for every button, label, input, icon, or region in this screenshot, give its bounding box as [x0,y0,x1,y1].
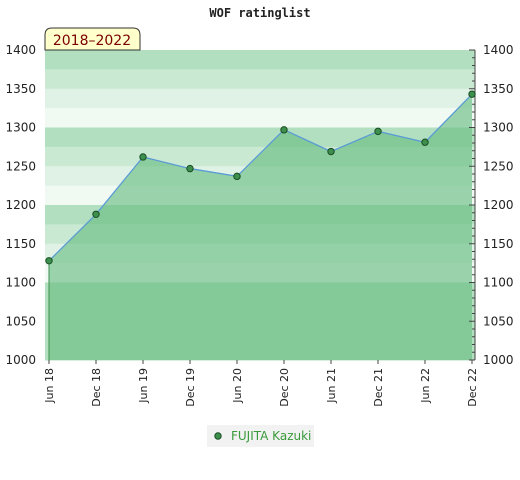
y-tick-label-right: 1050 [483,314,514,328]
x-tick-label: Dec 21 [372,368,385,407]
legend-box [207,425,314,447]
background-band [45,108,475,128]
y-axis-left: 1000 1050 1100 1150 1200 1250 1300 1350 1400 [5,43,36,367]
data-point [327,147,335,156]
data-point [233,172,241,181]
legend-marker [214,432,222,440]
data-point [139,153,147,161]
y-tick-label-left: 1200 [5,198,36,212]
period-badge: 2018–2022 [44,27,141,51]
y-tick-label-right: 1150 [483,237,514,251]
background-band [45,69,475,90]
y-tick-label-right: 1000 [483,353,514,367]
x-tick-label: Dec 20 [278,368,291,407]
x-tick-label: Dec 19 [184,368,197,407]
data-point [421,138,429,146]
data-point [186,164,194,173]
data-area [48,93,473,361]
y-tick-label-right: 1250 [483,159,514,173]
y-tick-label-right: 1200 [483,198,514,212]
x-tick-label: Jun 18 [43,368,56,404]
y-tick-label-left: 1100 [5,276,36,290]
data-point [280,126,288,134]
period-label: 2018–2022 [53,33,131,49]
x-axis: Jun 18 Dec 18 Jun 19 Dec 19 Jun 20 Dec 20 Jun … [43,360,479,407]
y-tick-label-left: 1150 [5,237,36,251]
data-point [374,127,382,136]
x-tick-label: Jun 22 [419,368,432,404]
x-tick-label: Jun 19 [137,368,150,404]
x-tick-label: Dec 18 [90,368,103,407]
x-tick-label: Jun 20 [231,368,244,404]
y-tick-label-right: 1350 [483,82,514,96]
y-tick-label-left: 1300 [5,121,36,135]
y-tick-label-left: 1350 [5,82,36,96]
x-tick-label: Dec 22 [466,368,479,407]
y-tick-label-right: 1400 [483,43,514,57]
chart-title: WOF ratinglist [209,6,310,20]
area-fill [49,94,472,361]
y-tick-label-left: 1250 [5,159,36,173]
y-tick-label-right: 1300 [483,121,514,135]
y-axis-right: 1000 1050 1100 1150 1200 1250 1300 1350 1400 [469,43,514,367]
y-tick-label-left: 1400 [5,43,36,57]
y-tick-label-right: 1100 [483,276,514,290]
series-line [48,93,473,262]
data-points [45,90,476,265]
background-band [45,50,475,70]
data-point [92,210,100,219]
legend-label: FUJITA Kazuki [231,429,311,443]
y-tick-label-left: 1050 [5,314,36,328]
x-tick-label: Jun 21 [325,368,338,404]
data-point [468,90,476,98]
legend: FUJITA Kazuki [207,425,314,447]
data-point [45,257,53,265]
background-band [45,88,475,109]
y-tick-label-left: 1000 [5,353,36,367]
